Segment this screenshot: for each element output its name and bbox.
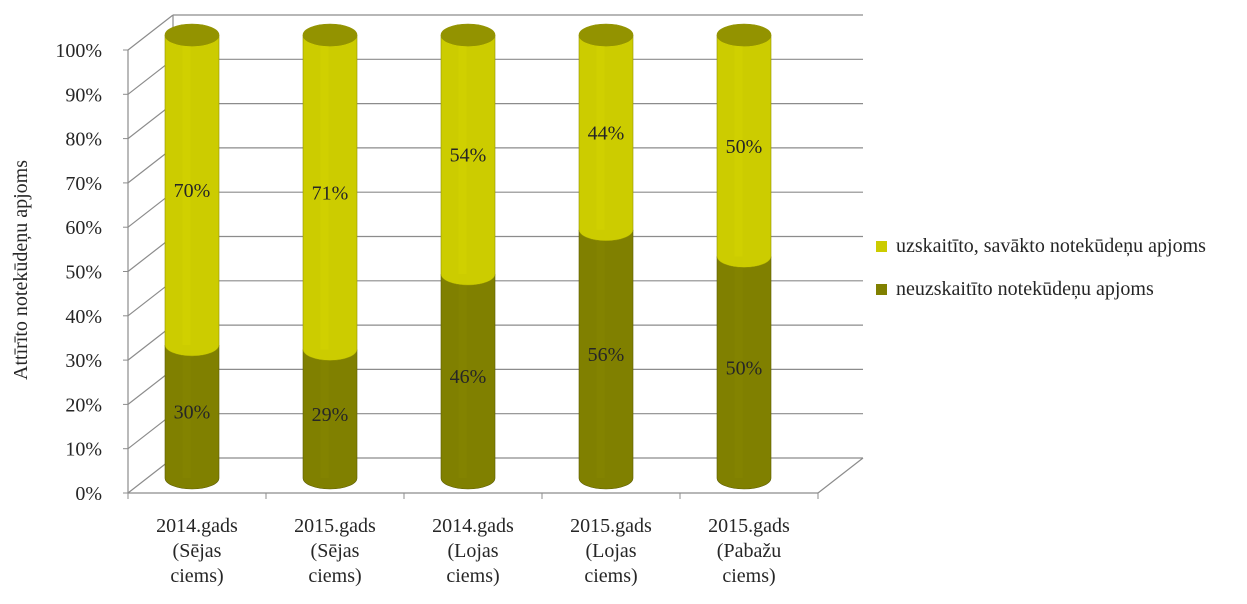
data-label: 30% xyxy=(174,402,211,424)
x-tick-label: 2014.gads (Lojas ciems) xyxy=(432,515,514,587)
data-label: 70% xyxy=(174,180,211,202)
y-tick-label: 10% xyxy=(65,439,102,461)
y-tick-label: 70% xyxy=(65,173,102,195)
y-tick-label: 90% xyxy=(65,84,102,106)
bar-top-cap xyxy=(578,23,634,47)
legend-label-neuzskaitito: neuzskaitīto notekūdeņu apjoms xyxy=(896,278,1154,300)
bar-top-cap xyxy=(440,23,496,47)
x-tick-label: 2015.gads (Sējas ciems) xyxy=(294,515,376,587)
bar-highlight xyxy=(320,35,329,350)
bar-top-cap xyxy=(164,23,220,47)
data-label: 54% xyxy=(450,145,487,167)
legend-item-uzskaitito: uzskaitīto, savākto notekūdeņu apjoms xyxy=(876,233,1246,260)
x-tick-label: 2015.gads (Lojas ciems) xyxy=(570,515,652,587)
data-label: 50% xyxy=(726,136,763,158)
x-tick-label: 2014.gads (Sējas ciems) xyxy=(156,515,238,587)
legend-swatch-neuzskaitito xyxy=(876,284,887,295)
data-label: 46% xyxy=(450,366,487,388)
data-labels: 30% 70% 29% 71% 46% 54% 56% 44% 50% 50% xyxy=(174,122,763,425)
y-tick-label: 50% xyxy=(65,262,102,284)
legend-item-neuzskaitito: neuzskaitīto notekūdeņu apjoms xyxy=(876,276,1246,303)
y-axis-title: Attīrīto notekūdeņu apjoms xyxy=(10,160,32,380)
bar-highlight xyxy=(734,35,743,257)
gridline-depth xyxy=(127,14,174,51)
y-tick-label: 80% xyxy=(65,129,102,151)
data-label: 71% xyxy=(312,182,349,204)
bar-highlight xyxy=(734,256,743,478)
legend: uzskaitīto, savākto notekūdeņu apjoms ne… xyxy=(876,233,1246,319)
bar-top-cap xyxy=(716,23,772,47)
data-label: 50% xyxy=(726,357,763,379)
legend-label-uzskaitito: uzskaitīto, savākto notekūdeņu apjoms xyxy=(896,235,1206,257)
axes: 0% 10% 20% 30% 40% 50% 60% 70% 80% 90% 100% 2014.ga… xyxy=(55,40,864,587)
y-tick-label: 100% xyxy=(55,40,102,62)
y-tick-label: 30% xyxy=(65,350,102,372)
bar-highlight xyxy=(182,345,191,478)
bar-highlight xyxy=(458,35,467,275)
bar-highlight xyxy=(182,35,191,346)
bars xyxy=(164,23,772,490)
y-tick-label: 20% xyxy=(65,394,102,416)
x-tick-label: 2015.gads (Pabažu ciems) xyxy=(708,515,790,587)
y-tick-label: 60% xyxy=(65,217,102,239)
data-label: 29% xyxy=(312,404,349,426)
bar-top-cap xyxy=(302,23,358,47)
bar-highlight xyxy=(320,349,329,478)
bar-highlight xyxy=(596,35,605,230)
data-label: 44% xyxy=(588,122,625,144)
y-tick-label: 0% xyxy=(75,483,102,505)
bar-highlight xyxy=(596,229,605,478)
data-label: 56% xyxy=(588,344,625,366)
y-tick-label: 40% xyxy=(65,306,102,328)
legend-swatch-uzskaitito xyxy=(876,241,887,252)
bar-highlight xyxy=(458,274,467,478)
floor-right-edge xyxy=(817,457,864,494)
